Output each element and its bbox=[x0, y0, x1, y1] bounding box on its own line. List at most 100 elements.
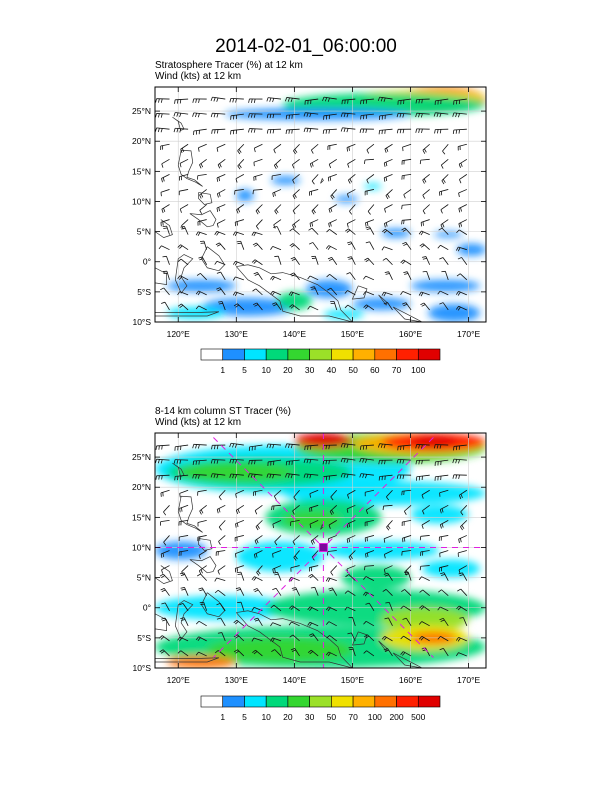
colorbar-swatch bbox=[396, 695, 419, 708]
wind-barb bbox=[216, 271, 226, 281]
colorbar-swatch bbox=[265, 348, 289, 361]
wind-barb bbox=[363, 291, 375, 296]
wind-barb bbox=[252, 288, 263, 296]
figure-title: 2014-02-01_06:00:00 bbox=[215, 36, 397, 57]
wind-barb bbox=[179, 572, 189, 581]
wind-barb bbox=[309, 158, 319, 168]
wind-barb bbox=[363, 634, 375, 642]
colorbar-swatch bbox=[200, 348, 224, 361]
wind-barb bbox=[198, 143, 207, 152]
wind-barb bbox=[360, 444, 374, 450]
wind-barb bbox=[322, 96, 337, 102]
wind-barb bbox=[273, 143, 282, 154]
tracer-blob bbox=[410, 436, 457, 449]
wind-barb bbox=[162, 255, 170, 265]
wind-barb bbox=[363, 275, 375, 281]
wind-barb bbox=[328, 587, 338, 596]
wind-barb bbox=[266, 473, 282, 479]
wind-barb bbox=[439, 520, 449, 529]
wind-barb bbox=[274, 255, 282, 265]
wind-barb bbox=[402, 617, 412, 627]
wind-barb bbox=[401, 489, 412, 496]
wind-barb bbox=[330, 489, 338, 501]
wind-barb bbox=[230, 128, 244, 135]
wind-barb bbox=[397, 98, 412, 105]
wind-barb bbox=[308, 565, 319, 572]
wind-barb bbox=[252, 242, 263, 250]
wind-barb bbox=[401, 589, 412, 596]
wind-barb bbox=[253, 272, 263, 281]
wind-barb bbox=[232, 276, 244, 281]
wind-barb bbox=[378, 113, 393, 120]
tracer-blob bbox=[236, 189, 254, 202]
wind-barb bbox=[364, 189, 375, 196]
wind-barb bbox=[285, 113, 300, 120]
wind-barb bbox=[328, 219, 337, 228]
panel-top: Stratosphere Tracer (%) at 12 km Wind (k… bbox=[132, 60, 487, 375]
wind-barb bbox=[266, 128, 282, 134]
tracer-blob bbox=[422, 559, 481, 578]
wind-barb bbox=[161, 602, 170, 611]
wind-barb bbox=[237, 143, 245, 155]
coastline bbox=[236, 610, 353, 668]
wind-barb bbox=[309, 189, 319, 196]
wind-barb bbox=[437, 244, 449, 251]
wind-barb bbox=[422, 270, 431, 280]
wind-barb bbox=[415, 444, 430, 449]
wind-barb bbox=[363, 576, 375, 581]
wind-barb bbox=[235, 519, 244, 528]
wind-barb bbox=[415, 459, 430, 465]
wind-barb bbox=[255, 219, 263, 230]
wind-barb bbox=[401, 550, 412, 556]
wind-barb bbox=[177, 636, 189, 642]
wind-barb bbox=[232, 231, 244, 237]
wind-barb bbox=[155, 127, 170, 133]
wind-barb bbox=[441, 174, 449, 185]
wind-barb bbox=[307, 275, 319, 281]
crosshair-center-marker bbox=[318, 542, 328, 552]
wind-barb bbox=[420, 219, 430, 227]
wind-barb bbox=[455, 291, 467, 296]
wind-barb bbox=[327, 287, 338, 296]
tracer-blob bbox=[166, 279, 237, 292]
wind-barb bbox=[159, 649, 170, 657]
colorbar-label: 5 bbox=[242, 365, 247, 375]
wind-barb bbox=[234, 550, 244, 558]
colorbar-label: 70 bbox=[348, 712, 358, 722]
wind-barb bbox=[328, 520, 337, 529]
x-tick-label: 130°E bbox=[225, 675, 249, 685]
y-tick-label: 15°N bbox=[132, 166, 151, 176]
wind-barb bbox=[364, 257, 375, 266]
wind-barb bbox=[180, 617, 189, 626]
wind-barb bbox=[161, 158, 170, 168]
y-tick-label: 5°S bbox=[137, 287, 151, 297]
wind-barb bbox=[360, 98, 374, 105]
wind-barb bbox=[289, 243, 300, 250]
wind-barb bbox=[434, 98, 449, 105]
wind-barb bbox=[195, 651, 207, 657]
wind-barb bbox=[458, 489, 468, 500]
wind-barb bbox=[439, 504, 449, 514]
wind-barb bbox=[178, 173, 189, 181]
wind-barb bbox=[293, 143, 300, 155]
wind-barb bbox=[348, 550, 356, 561]
panel-bottom-plot bbox=[155, 433, 486, 668]
wind-barb bbox=[340, 127, 356, 133]
wind-barb bbox=[192, 474, 207, 479]
coastline bbox=[189, 556, 217, 574]
wind-barb bbox=[218, 520, 226, 531]
wind-barb bbox=[434, 128, 449, 134]
coastline bbox=[392, 306, 423, 322]
wind-barb bbox=[234, 535, 244, 542]
coastline bbox=[198, 538, 213, 551]
wind-barb bbox=[160, 189, 170, 197]
wind-barb bbox=[437, 290, 449, 296]
colorbar-swatch bbox=[287, 348, 310, 361]
wind-barb bbox=[266, 113, 282, 119]
wind-barb bbox=[178, 535, 189, 542]
wind-barb bbox=[198, 550, 207, 560]
wind-barb bbox=[162, 270, 170, 280]
colorbar-swatch bbox=[244, 348, 267, 361]
colorbar-swatch bbox=[331, 695, 354, 708]
wind-barb bbox=[377, 96, 393, 102]
